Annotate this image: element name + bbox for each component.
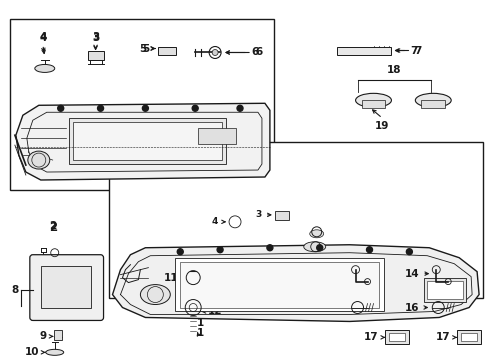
Circle shape: [212, 50, 218, 55]
Bar: [158, 46, 176, 55]
Circle shape: [143, 105, 148, 111]
Text: 4: 4: [212, 217, 218, 226]
Text: 4: 4: [39, 32, 47, 41]
Bar: [88, 50, 103, 60]
Text: 9: 9: [40, 332, 47, 341]
Text: 6: 6: [251, 48, 258, 58]
Polygon shape: [113, 245, 479, 321]
Text: 19: 19: [375, 121, 390, 131]
FancyBboxPatch shape: [30, 255, 103, 320]
Bar: [180, 262, 379, 307]
Text: 16: 16: [405, 302, 419, 312]
Bar: [41, 266, 91, 307]
Bar: [427, 280, 463, 298]
Text: 1: 1: [196, 328, 204, 338]
Circle shape: [237, 105, 243, 111]
Ellipse shape: [304, 242, 326, 252]
Ellipse shape: [310, 230, 324, 238]
Text: 17: 17: [364, 332, 378, 342]
Text: 12: 12: [208, 306, 222, 316]
Polygon shape: [16, 103, 270, 180]
Text: 6: 6: [255, 48, 262, 58]
Text: 1: 1: [196, 319, 204, 328]
Bar: [457, 330, 481, 345]
Text: 2: 2: [49, 221, 56, 231]
Circle shape: [367, 247, 372, 253]
Text: 15: 15: [324, 302, 339, 312]
Text: 7: 7: [410, 45, 418, 55]
Text: 5: 5: [139, 44, 147, 54]
Text: 4: 4: [39, 32, 47, 42]
Ellipse shape: [28, 151, 50, 169]
Text: 5: 5: [142, 44, 149, 54]
Bar: [275, 211, 289, 220]
Text: 10: 10: [25, 347, 40, 357]
Circle shape: [98, 105, 103, 111]
Bar: [337, 46, 392, 55]
Bar: [421, 100, 445, 108]
Bar: [386, 330, 409, 345]
Ellipse shape: [356, 93, 392, 107]
Text: 17: 17: [436, 332, 450, 342]
Text: 3: 3: [256, 210, 262, 219]
Text: 7: 7: [415, 45, 422, 55]
Text: 2: 2: [49, 221, 57, 234]
Bar: [390, 333, 405, 341]
Text: 3: 3: [92, 32, 99, 42]
Circle shape: [217, 247, 223, 253]
Bar: [175, 258, 385, 311]
Text: 14: 14: [405, 269, 419, 279]
Bar: [198, 128, 236, 144]
Text: 13: 13: [324, 269, 339, 279]
Circle shape: [317, 245, 323, 251]
Circle shape: [177, 249, 183, 255]
Text: 3: 3: [92, 32, 99, 41]
Text: 18: 18: [387, 66, 402, 75]
Circle shape: [192, 105, 198, 111]
Bar: [424, 278, 466, 302]
Bar: [69, 118, 226, 164]
Bar: [10, 19, 274, 190]
Ellipse shape: [35, 64, 55, 72]
Bar: [362, 100, 386, 108]
Bar: [461, 333, 477, 341]
Bar: [108, 142, 483, 298]
Bar: [54, 330, 62, 340]
Bar: [73, 122, 222, 160]
Circle shape: [406, 249, 413, 255]
Circle shape: [267, 245, 273, 251]
Ellipse shape: [416, 93, 451, 107]
Text: 11: 11: [164, 273, 178, 283]
Ellipse shape: [46, 349, 64, 355]
Text: 8: 8: [12, 284, 19, 294]
Circle shape: [58, 105, 64, 111]
Ellipse shape: [141, 285, 171, 305]
